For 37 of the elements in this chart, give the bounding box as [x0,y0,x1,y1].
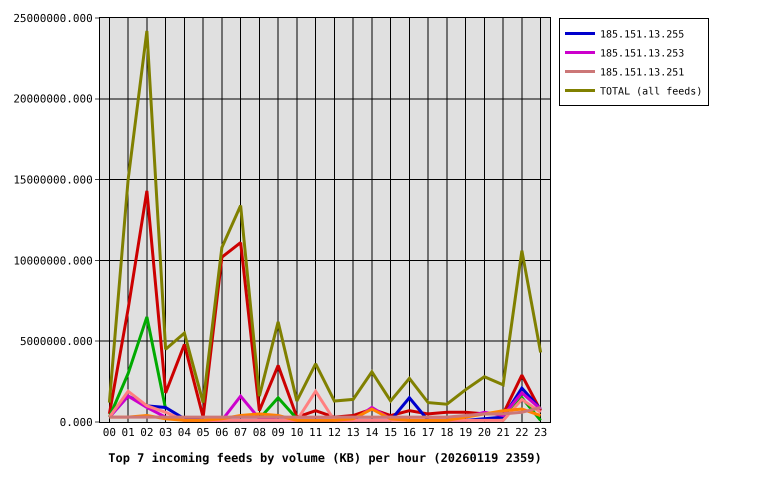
x-tick-label: 06 [215,426,229,440]
y-tick-label: 5000000.000 [20,335,93,348]
legend-label: 185.151.13.253 [600,48,684,60]
legend-label: 185.151.13.251 [600,67,684,78]
x-tick-label: 08 [252,426,266,440]
x-tick-label: 12 [328,426,342,440]
x-tick-label: 13 [346,426,360,440]
line-series [108,406,542,419]
x-tick-label: 20 [478,426,492,440]
x-tick-label: 23 [534,426,548,440]
legend-label: 185.151.13.255 [600,29,684,40]
line-series [108,29,542,406]
x-tick-label: 05 [196,426,210,440]
y-tick-label: 20000000.000 [13,92,93,106]
x-tick-label: 02 [140,426,154,440]
x-tick-label: 11 [309,426,322,440]
x-tick-label: 18 [440,426,454,440]
x-tick-label: 03 [159,426,172,440]
x-tick-label: 15 [384,426,398,440]
x-tick-label: 07 [234,426,248,440]
x-tick-label: 01 [122,426,135,440]
x-tick-label: 14 [365,426,379,440]
y-tick-label: 25000000.000 [13,12,93,25]
y-tick-label: 15000000.000 [13,173,93,186]
y-tick-label: 10000000.000 [13,254,93,268]
x-tick-label: 16 [402,426,416,440]
x-tick-label: 09 [272,426,285,440]
x-tick-label: 21 [496,426,510,440]
x-tick-label: 22 [515,426,529,440]
x-tick-label: 17 [422,426,435,440]
x-tick-label: 00 [102,426,116,440]
legend-label: TOTAL (all feeds) [600,86,702,98]
x-tick-label: 04 [178,426,192,440]
x-tick-label: 19 [459,426,472,440]
y-tick-label: 0.000 [60,416,93,429]
x-tick-label: 10 [290,426,304,440]
x-axis-title: Top 7 incoming feeds by volume (KB) per hour (20260119 2359) [108,451,542,466]
